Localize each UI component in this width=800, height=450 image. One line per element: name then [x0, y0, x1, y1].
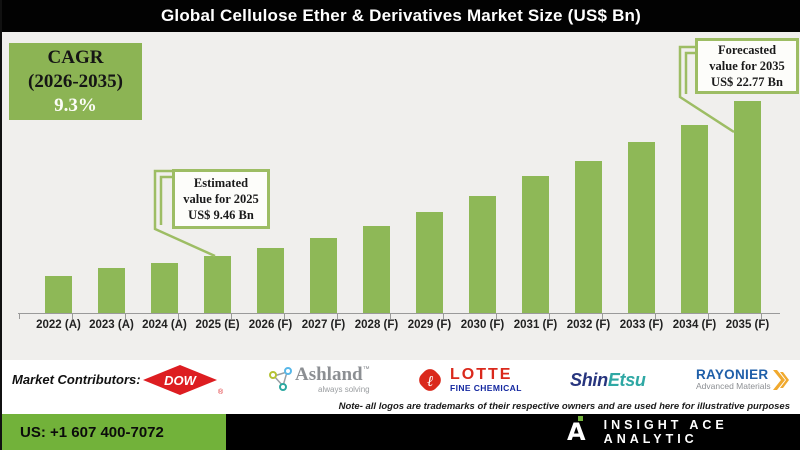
forecasted-value-callout: Forecasted value for 2035 US$ 22.77 Bn: [695, 38, 799, 94]
footer-bar: US: +1 607 400-7072 A INSIGHT ACE ANALYT…: [2, 414, 800, 450]
title-bar: Global Cellulose Ether & Derivatives Mar…: [2, 0, 800, 32]
x-axis-label-2032: 2032 (F): [566, 319, 611, 331]
bar-2023: [98, 268, 125, 313]
bar-2031: [522, 176, 549, 313]
x-axis-label-2035: 2035 (F): [725, 319, 770, 331]
cagr-box: CAGR (2026-2035) 9.3%: [9, 43, 142, 120]
forecasted-line3: US$ 22.77 Bn: [711, 75, 783, 89]
x-axis-label-2025: 2025 (E): [195, 319, 240, 331]
forecasted-line1: Forecasted: [717, 43, 777, 57]
axis-tick: [654, 314, 656, 319]
axis-tick: [760, 314, 762, 319]
x-axis-label-2030: 2030 (F): [460, 319, 505, 331]
ashland-name: Ashland: [295, 364, 363, 385]
x-axis-label-2029: 2029 (F): [407, 319, 452, 331]
rayonier-name: RAYONIER: [696, 367, 769, 382]
contributors-bar: Market Contributors: DOW ® Ashland™ alwa…: [2, 360, 800, 400]
bar-2032: [575, 161, 602, 313]
ashland-tm: ™: [362, 366, 370, 373]
axis-tick: [283, 314, 285, 319]
axis-tick: [707, 314, 709, 319]
bar-2030: [469, 196, 496, 313]
lotte-logo: ℓ LOTTE FINE CHEMICAL: [415, 365, 522, 395]
axis-tick: [177, 314, 179, 319]
x-axis-label-2022: 2022 (A): [36, 319, 81, 331]
ashland-logo: Ashland™ always solving: [267, 364, 370, 394]
axis-tick: [389, 314, 391, 319]
footer-phone-block: US: +1 607 400-7072: [2, 414, 226, 450]
cagr-value: 9.3%: [54, 94, 97, 116]
axis-tick: [495, 314, 497, 319]
rayonier-sub: Advanced Materials: [696, 381, 771, 391]
lotte-mark-icon: ℓ: [419, 369, 441, 391]
bar-2025: [204, 256, 231, 313]
insight-ace-logo-icon: A: [567, 416, 586, 446]
lotte-name: LOTTE: [450, 366, 513, 383]
estimated-line1: Estimated: [193, 176, 249, 190]
dow-registered-mark: ®: [218, 389, 224, 396]
brand-block: A INSIGHT ACE ANALYTIC: [567, 414, 800, 450]
x-axis-label-2033: 2033 (F): [619, 319, 664, 331]
shinetsu-etsu: Etsu: [607, 370, 646, 390]
bar-2035: [734, 101, 761, 313]
dow-diamond-icon: DOW: [143, 365, 217, 395]
forecasted-line2: value for 2035: [709, 59, 785, 73]
x-axis-label-2034: 2034 (F): [672, 319, 717, 331]
bar-2022: [45, 276, 72, 313]
bar-2034: [681, 125, 708, 313]
chart-area: CAGR (2026-2035) 9.3% Estimated value fo…: [2, 32, 800, 360]
svg-text:ℓ: ℓ: [427, 374, 433, 390]
bar-2024: [151, 263, 178, 313]
shinetsu-logo: Shin Etsu: [570, 370, 646, 391]
dow-logo: DOW ®: [142, 364, 223, 396]
svg-text:DOW: DOW: [164, 373, 198, 388]
bar-2027: [310, 238, 337, 313]
bar-2029: [416, 212, 443, 313]
axis-tick: [124, 314, 126, 319]
axis-tick: [442, 314, 444, 319]
trademark-note: Note- all logos are trademarks of their …: [338, 401, 790, 412]
estimated-line3: US$ 9.46 Bn: [188, 208, 254, 222]
phone-number: US: +1 607 400-7072: [20, 423, 164, 441]
note-bar: Note- all logos are trademarks of their …: [2, 400, 800, 414]
axis-tick: [18, 314, 20, 319]
axis-tick: [601, 314, 603, 319]
estimated-line2: value for 2025: [183, 192, 259, 206]
shinetsu-shin: Shin: [570, 370, 608, 390]
cagr-label: CAGR: [47, 46, 104, 68]
rayonier-chevrons-icon: [772, 369, 789, 390]
x-axis-label-2023: 2023 (A): [89, 319, 134, 331]
axis-tick: [336, 314, 338, 319]
brand-name: INSIGHT ACE ANALYTIC: [603, 418, 728, 446]
x-axis-line: [18, 313, 780, 314]
ashland-tagline: always solving: [318, 385, 370, 394]
logo-green-square: [578, 416, 583, 421]
bar-2026: [257, 248, 284, 313]
lotte-sub: FINE CHEMICAL: [450, 383, 522, 393]
ashland-molecule-icon: [269, 367, 292, 391]
x-axis-label-2026: 2026 (F): [248, 319, 293, 331]
x-axis-label-2024: 2024 (A): [142, 319, 187, 331]
page-title: Global Cellulose Ether & Derivatives Mar…: [161, 6, 641, 25]
axis-tick: [230, 314, 232, 319]
cagr-period: (2026-2035): [28, 70, 123, 92]
axis-tick: [548, 314, 550, 319]
contributors-label: Market Contributors:: [12, 372, 141, 387]
x-axis-label-2028: 2028 (F): [354, 319, 399, 331]
x-axis-label-2031: 2031 (F): [513, 319, 558, 331]
bar-2033: [628, 142, 655, 313]
bar-2028: [363, 226, 390, 313]
x-axis-label-2027: 2027 (F): [301, 319, 346, 331]
axis-tick: [71, 314, 73, 319]
estimated-value-callout: Estimated value for 2025 US$ 9.46 Bn: [172, 169, 270, 229]
rayonier-logo: RAYONIER Advanced Materials: [696, 368, 789, 391]
